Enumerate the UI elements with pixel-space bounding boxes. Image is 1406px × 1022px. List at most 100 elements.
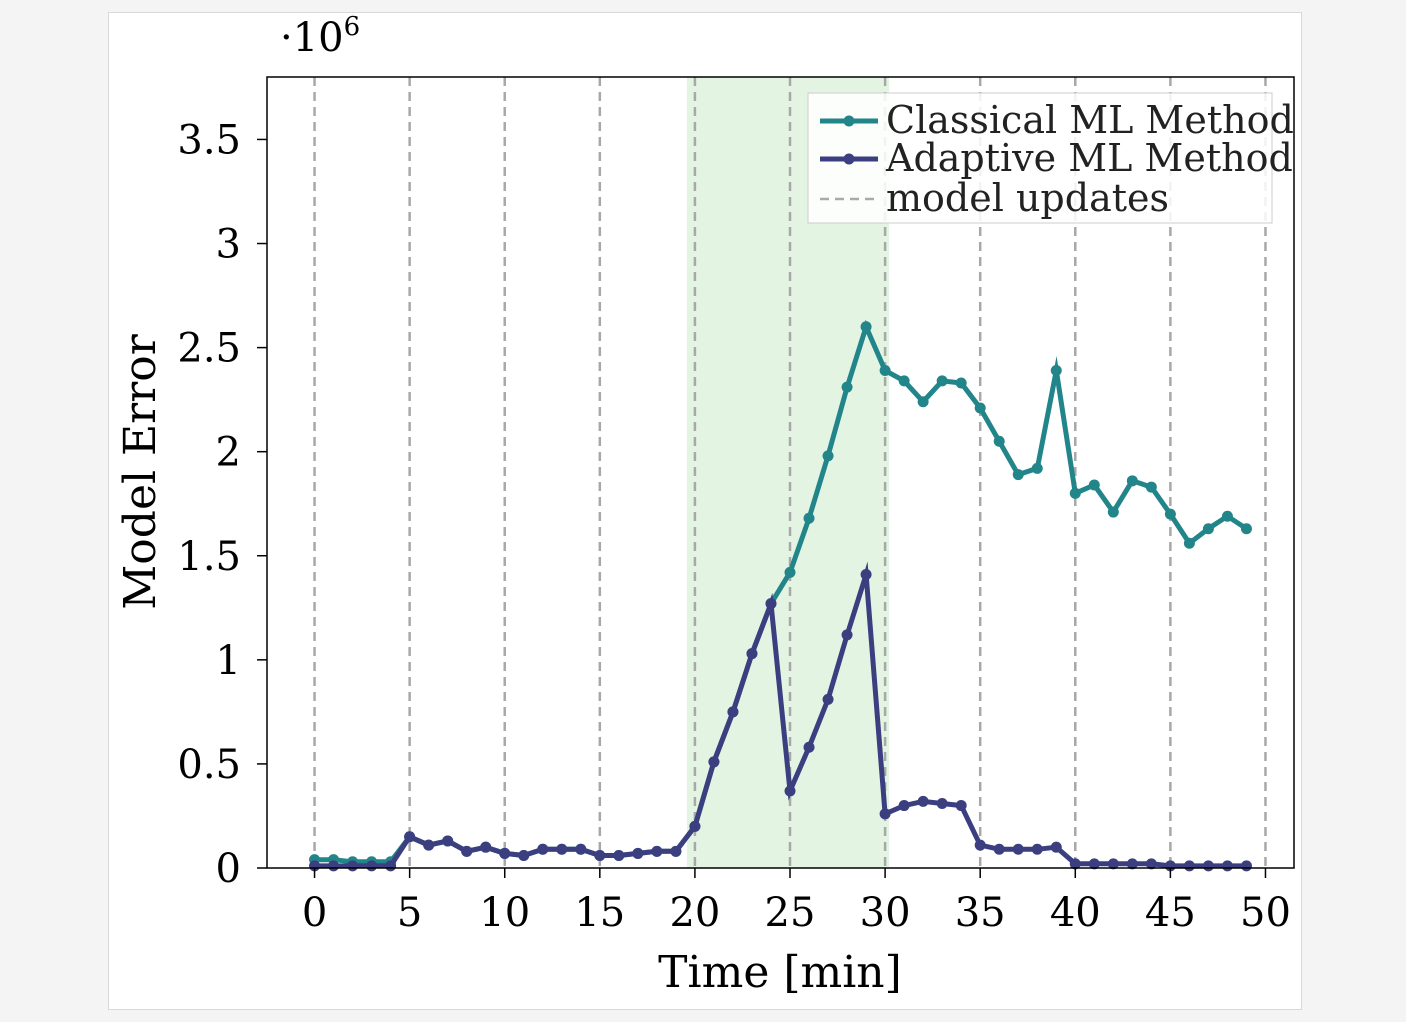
data-point-adaptive-ml-method <box>879 808 891 820</box>
x-tick-label: 35 <box>955 890 1006 936</box>
x-tick-label: 50 <box>1240 890 1291 936</box>
data-point-adaptive-ml-method <box>1221 860 1233 872</box>
y-tick-label: 2.5 <box>177 326 241 372</box>
data-point-adaptive-ml-method <box>784 785 796 797</box>
data-point-adaptive-ml-method <box>1069 858 1081 870</box>
data-point-adaptive-ml-method <box>366 860 378 872</box>
legend-marker-classical <box>843 115 855 127</box>
data-point-classical-ml-method <box>860 321 872 333</box>
y-ticks: 0 0.5 1 1.5 2 2.5 3 3.5 <box>177 117 267 892</box>
data-point-adaptive-ml-method <box>347 860 359 872</box>
data-point-classical-ml-method <box>974 402 986 414</box>
data-point-adaptive-ml-method <box>328 860 340 872</box>
y-multiplier-exponent: 6 <box>344 12 361 42</box>
data-point-classical-ml-method <box>1031 462 1043 474</box>
data-point-adaptive-ml-method <box>404 831 416 843</box>
data-point-adaptive-ml-method <box>518 850 530 862</box>
data-point-classical-ml-method <box>917 396 929 408</box>
legend-label-adaptive: Adaptive ML Method <box>885 136 1293 180</box>
legend-marker-adaptive <box>843 153 855 165</box>
x-tick-label: 30 <box>860 890 911 936</box>
data-point-adaptive-ml-method <box>461 845 473 857</box>
data-point-adaptive-ml-method <box>1031 843 1043 855</box>
y-multiplier: ·106 <box>280 12 360 61</box>
data-point-adaptive-ml-method <box>689 820 701 832</box>
data-point-classical-ml-method <box>822 450 834 462</box>
data-point-adaptive-ml-method <box>860 568 872 580</box>
data-point-classical-ml-method <box>1012 469 1024 481</box>
data-point-adaptive-ml-method <box>385 860 397 872</box>
data-point-adaptive-ml-method <box>708 756 720 768</box>
x-tick-label: 10 <box>479 890 530 936</box>
data-point-adaptive-ml-method <box>499 847 511 859</box>
data-point-adaptive-ml-method <box>1107 858 1119 870</box>
plot-area-border <box>266 76 1295 869</box>
y-tick-label: 2 <box>216 430 241 476</box>
data-point-adaptive-ml-method <box>955 800 967 812</box>
data-point-adaptive-ml-method <box>594 850 606 862</box>
data-point-adaptive-ml-method <box>746 648 758 660</box>
data-point-adaptive-ml-method <box>765 598 777 610</box>
data-point-classical-ml-method <box>784 566 796 578</box>
data-point-adaptive-ml-method <box>898 800 910 812</box>
data-point-classical-ml-method <box>841 381 853 393</box>
y-multiplier-base: ·10 <box>280 15 344 61</box>
data-point-classical-ml-method <box>1164 508 1176 520</box>
legend: Classical ML Method Adaptive ML Method m… <box>807 92 1294 224</box>
data-point-adaptive-ml-method <box>1202 860 1214 872</box>
legend-label-classical: Classical ML Method <box>886 98 1294 142</box>
data-point-adaptive-ml-method <box>917 795 929 807</box>
data-point-adaptive-ml-method <box>1240 860 1252 872</box>
data-point-classical-ml-method <box>1240 523 1252 535</box>
data-point-classical-ml-method <box>803 512 815 524</box>
data-point-classical-ml-method <box>1107 506 1119 518</box>
data-point-adaptive-ml-method <box>822 693 834 705</box>
data-point-classical-ml-method <box>1221 510 1233 522</box>
x-tick-label: 15 <box>574 890 625 936</box>
data-point-classical-ml-method <box>898 375 910 387</box>
y-tick-label: 1 <box>216 638 241 684</box>
model-update-lines <box>313 77 1267 868</box>
data-point-classical-ml-method <box>1145 481 1157 493</box>
data-point-classical-ml-method <box>1050 365 1062 377</box>
data-point-classical-ml-method <box>936 375 948 387</box>
x-tick-label: 20 <box>669 890 720 936</box>
data-point-classical-ml-method <box>1069 487 1081 499</box>
data-point-adaptive-ml-method <box>670 845 682 857</box>
data-point-classical-ml-method <box>1202 523 1214 535</box>
data-point-adaptive-ml-method <box>1183 860 1195 872</box>
data-point-adaptive-ml-method <box>1126 858 1138 870</box>
data-point-adaptive-ml-method <box>632 847 644 859</box>
x-tick-label: 45 <box>1145 890 1196 936</box>
x-ticks: 0 5 10 15 20 25 30 35 40 45 50 <box>302 868 1291 936</box>
y-tick-label: 1.5 <box>177 534 241 580</box>
data-point-classical-ml-method <box>993 435 1005 447</box>
legend-label-model-updates: model updates <box>886 176 1169 220</box>
legend-box <box>807 92 1273 224</box>
data-point-adaptive-ml-method <box>803 741 815 753</box>
data-point-classical-ml-method <box>879 365 891 377</box>
data-point-adaptive-ml-method <box>1088 858 1100 870</box>
data-point-adaptive-ml-method <box>974 839 986 851</box>
x-tick-label: 25 <box>765 890 816 936</box>
data-point-adaptive-ml-method <box>480 841 492 853</box>
data-point-classical-ml-method <box>1088 479 1100 491</box>
data-point-classical-ml-method <box>955 377 967 389</box>
data-point-adaptive-ml-method <box>613 850 625 862</box>
data-point-adaptive-ml-method <box>1145 858 1157 870</box>
data-point-adaptive-ml-method <box>537 843 549 855</box>
y-axis-label: Model Error <box>115 333 166 609</box>
y-tick-label: 3 <box>216 222 241 268</box>
data-point-adaptive-ml-method <box>727 706 739 718</box>
data-point-classical-ml-method <box>1126 475 1138 487</box>
x-axis-label: Time [min] <box>658 947 902 998</box>
y-tick-label: 0.5 <box>177 742 241 788</box>
y-tick-label: 3.5 <box>177 117 241 163</box>
data-point-adaptive-ml-method <box>993 843 1005 855</box>
data-point-adaptive-ml-method <box>423 839 435 851</box>
data-point-adaptive-ml-method <box>841 629 853 641</box>
data-point-adaptive-ml-method <box>556 843 568 855</box>
y-tick-label: 0 <box>216 846 241 892</box>
data-point-adaptive-ml-method <box>575 843 587 855</box>
